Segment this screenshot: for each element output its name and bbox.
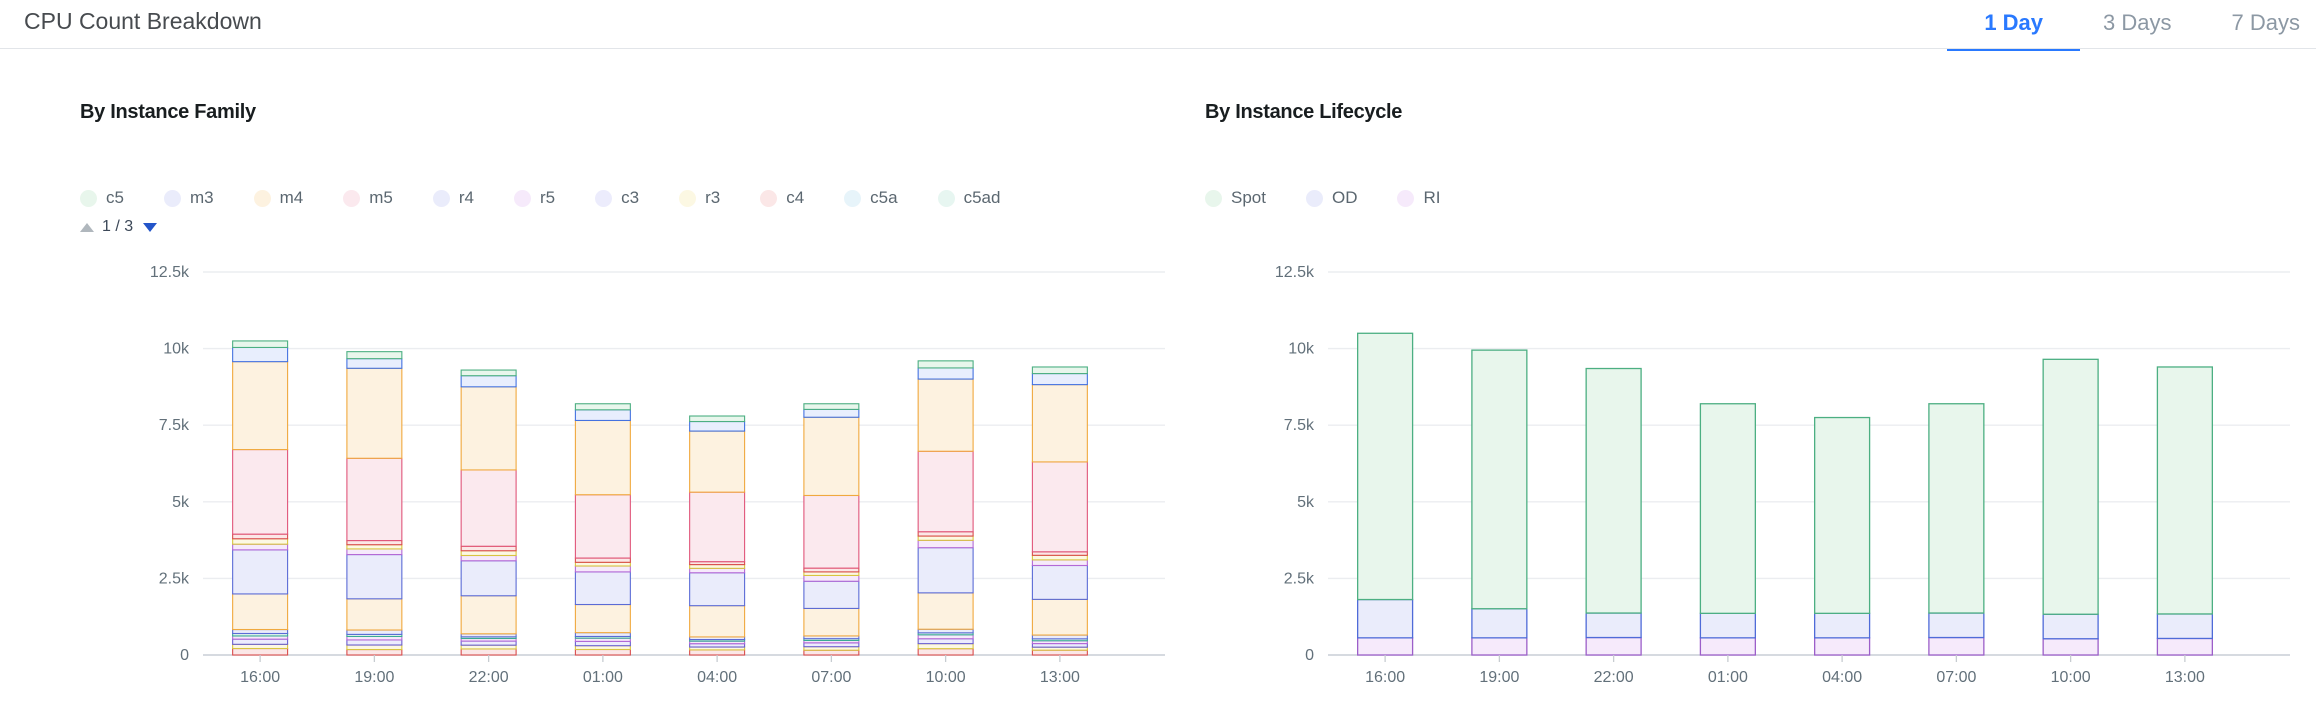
svg-text:7.5k: 7.5k (1284, 417, 1315, 434)
svg-text:04:00: 04:00 (697, 669, 737, 686)
svg-text:01:00: 01:00 (1708, 669, 1748, 686)
svg-text:7.5k: 7.5k (159, 417, 190, 434)
svg-text:5k: 5k (172, 494, 190, 511)
svg-text:01:00: 01:00 (583, 669, 623, 686)
svg-text:04:00: 04:00 (1822, 669, 1862, 686)
svg-text:16:00: 16:00 (240, 669, 280, 686)
svg-text:12.5k: 12.5k (1275, 264, 1315, 281)
svg-text:0: 0 (180, 647, 189, 664)
svg-text:07:00: 07:00 (1936, 669, 1976, 686)
svg-text:5k: 5k (1297, 494, 1315, 511)
svg-text:10k: 10k (1288, 341, 1315, 358)
svg-text:19:00: 19:00 (1479, 669, 1519, 686)
svg-text:2.5k: 2.5k (159, 570, 190, 587)
svg-text:0: 0 (1305, 647, 1314, 664)
svg-text:2.5k: 2.5k (1284, 570, 1315, 587)
svg-text:10:00: 10:00 (2051, 669, 2091, 686)
svg-text:10:00: 10:00 (926, 669, 966, 686)
svg-text:10k: 10k (163, 341, 190, 358)
svg-text:16:00: 16:00 (1365, 669, 1405, 686)
svg-text:07:00: 07:00 (811, 669, 851, 686)
svg-text:13:00: 13:00 (1040, 669, 1080, 686)
svg-text:13:00: 13:00 (2165, 669, 2205, 686)
svg-text:22:00: 22:00 (469, 669, 509, 686)
svg-text:19:00: 19:00 (354, 669, 394, 686)
svg-text:12.5k: 12.5k (150, 264, 190, 281)
svg-text:22:00: 22:00 (1594, 669, 1634, 686)
